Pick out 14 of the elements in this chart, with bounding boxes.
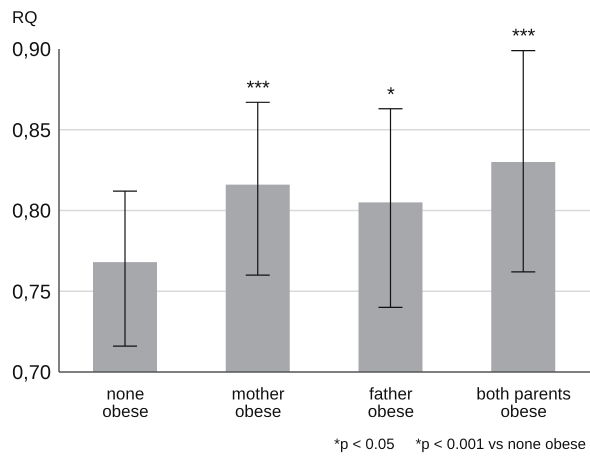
x-tick-label: mother obese — [232, 384, 285, 422]
annotation: *** — [246, 77, 270, 100]
annotation: *** — [512, 26, 536, 48]
y-tick-label: 0,70 — [12, 362, 51, 384]
y-tick-label: 0,75 — [12, 281, 51, 304]
y-axis-title: RQ — [12, 8, 38, 28]
x-tick-label: father obese — [368, 384, 414, 422]
text: *p < 0.05 *p < 0.001 vs none obese — [334, 436, 586, 453]
y-tick-label: 0,90 — [12, 39, 51, 62]
y-tick-label: 0,80 — [12, 200, 51, 223]
annotation: * — [386, 84, 395, 106]
x-tick-label: both parents obese — [476, 384, 571, 422]
x-tick-label: none obese — [102, 384, 149, 422]
y-tick-label: 0,85 — [12, 120, 51, 142]
